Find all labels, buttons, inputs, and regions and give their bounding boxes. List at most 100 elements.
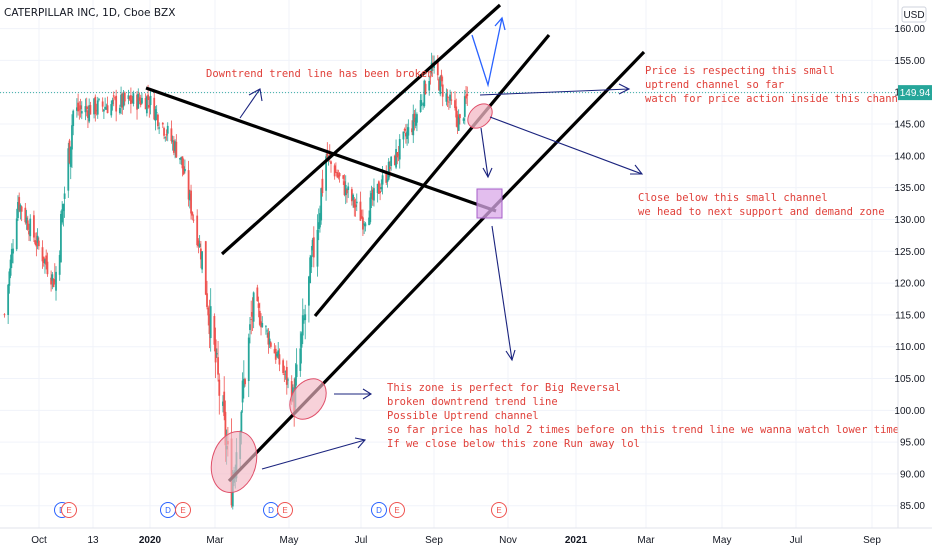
candle-body: [29, 218, 32, 237]
candle-body: [273, 349, 276, 354]
candle-body: [110, 104, 113, 116]
candle-body: [166, 125, 169, 134]
event-markers[interactable]: DEDEDEDEE: [54, 502, 507, 518]
candle-body: [42, 256, 45, 264]
earnings-marker[interactable]: E: [175, 502, 191, 518]
candle-body: [404, 133, 407, 137]
candle-body: [257, 303, 260, 308]
candle-body: [122, 93, 125, 107]
symbol-title[interactable]: CATERPILLAR INC, 1D, Cboe BZX: [4, 7, 175, 19]
candle-body: [18, 197, 21, 210]
candle-body: [61, 209, 64, 223]
candle-body: [77, 102, 80, 112]
earnings-marker[interactable]: E: [277, 502, 293, 518]
candle-body: [197, 240, 200, 246]
candle-body: [370, 193, 373, 199]
time-axis[interactable]: Oct 13 2020 Mar May Jul Sep Nov 2021 Mar May Jul Sep: [0, 527, 932, 550]
candle-body: [455, 106, 458, 118]
earnings-marker[interactable]: E: [491, 502, 507, 518]
candle-body: [10, 248, 13, 264]
candle-body: [368, 217, 370, 226]
candle-body: [300, 333, 303, 348]
dividend-marker[interactable]: D: [160, 502, 176, 518]
candle-body: [317, 222, 320, 230]
candle-body: [204, 241, 207, 295]
candle-body: [15, 218, 18, 250]
candle-body: [157, 114, 159, 127]
earnings-marker[interactable]: E: [61, 502, 77, 518]
downtrend-line[interactable]: [145, 86, 497, 213]
candle-body: [336, 172, 339, 177]
event-marker-letter: D: [268, 506, 274, 515]
candle-body: [88, 105, 91, 122]
may-low-zone[interactable]: [282, 372, 333, 426]
channel-pointer-arrow: [479, 83, 631, 96]
dividend-marker[interactable]: D: [371, 502, 387, 518]
candle-body: [33, 215, 35, 238]
earnings-marker[interactable]: E: [389, 502, 405, 518]
candle-body: [261, 322, 264, 327]
candle-body: [309, 257, 312, 284]
candle-body: [145, 96, 148, 114]
candle-body: [463, 96, 466, 117]
candle-body: [60, 214, 62, 263]
candle-body: [201, 251, 203, 270]
candle-body: [118, 107, 121, 113]
small-channel-line[interactable]: [313, 33, 551, 318]
time-tick-label: 13: [87, 535, 99, 546]
candle-body: [362, 217, 364, 230]
candle-body: [208, 314, 211, 335]
currency-text: USD: [903, 10, 924, 21]
candle-body: [282, 360, 285, 374]
price-tick-label: 120.00: [894, 279, 925, 290]
price-tick-label: 130.00: [894, 215, 925, 226]
event-marker-letter: D: [376, 506, 382, 515]
candle-body: [161, 122, 164, 125]
candle-body: [295, 364, 298, 378]
candle-body: [373, 188, 375, 201]
currency-label[interactable]: [901, 6, 927, 23]
candle-body: [63, 193, 66, 199]
candle-body: [354, 204, 357, 208]
candle-body: [181, 156, 184, 169]
candle-body: [149, 95, 152, 106]
candle-body: [398, 139, 401, 160]
downtrend-note: Downtrend trend line has been broken: [206, 68, 434, 80]
time-tick-label: 2020: [139, 535, 162, 546]
candle-body: [268, 338, 271, 345]
candle-body: [381, 175, 384, 185]
time-tick-label: Jul: [790, 535, 803, 546]
candle-body: [218, 379, 221, 396]
price-axis[interactable]: USD 160.00155.00150.00145.00140.00135.00…: [894, 0, 932, 528]
upper-channel-line[interactable]: [220, 3, 502, 256]
candle-body: [206, 293, 208, 307]
candle-body: [266, 330, 269, 332]
dividend-marker[interactable]: D: [263, 502, 279, 518]
candle-body: [256, 287, 259, 302]
candle-body: [7, 284, 10, 316]
candle-body: [423, 80, 426, 107]
candle-body: [147, 94, 149, 100]
candle-body: [106, 105, 109, 114]
support-box[interactable]: [476, 188, 503, 219]
march-zone-arrow: [261, 437, 367, 470]
time-tick-label: May: [713, 535, 732, 546]
candle-body: [347, 186, 350, 191]
svg-text:149.94: 149.94: [900, 88, 931, 99]
candle-body: [12, 248, 14, 254]
candle-body: [198, 243, 201, 248]
breakout-arrow: [239, 88, 263, 119]
candle-body: [3, 314, 6, 316]
candle-body: [52, 279, 55, 288]
candle-body: [327, 155, 330, 157]
current-touch-zone[interactable]: [463, 99, 497, 133]
candle-body: [121, 93, 124, 108]
candle-body: [284, 371, 287, 373]
candle-body: [338, 173, 341, 177]
march-low-zone[interactable]: [205, 426, 264, 497]
candle-body: [112, 95, 115, 97]
candle-body: [436, 59, 439, 76]
candle-body: [62, 203, 65, 212]
candle-body: [111, 99, 114, 105]
